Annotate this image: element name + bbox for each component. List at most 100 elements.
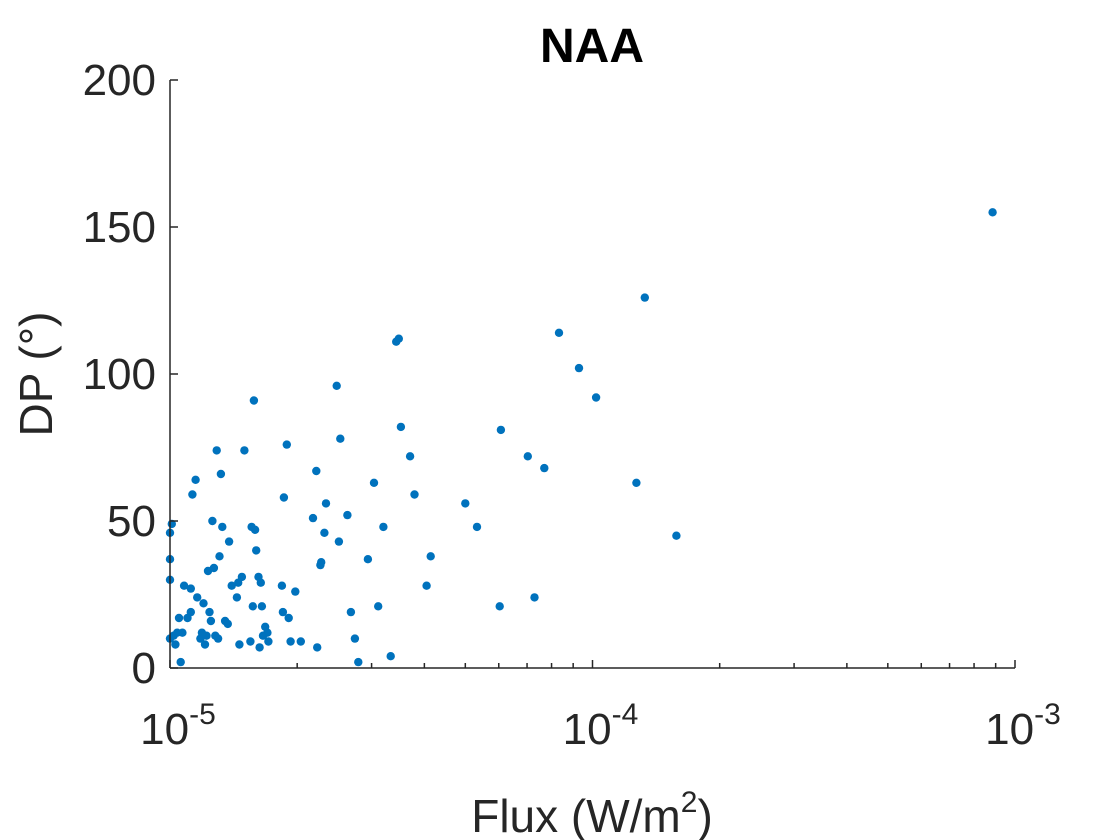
data-point [354,657,363,667]
x-tick-exponent: -4 [612,698,639,731]
data-point [188,490,197,499]
data-point [422,581,431,590]
data-point [523,452,532,461]
data-point [215,552,224,561]
data-point [426,552,435,561]
data-point [212,446,221,455]
data-point [249,396,259,405]
y-tick-label: 0 [132,644,156,693]
y-tick-label: 150 [83,203,156,252]
y-tick-label: 200 [83,56,156,105]
data-point [223,619,232,629]
data-point [410,490,419,499]
data-point [394,334,403,343]
data-point [284,613,293,623]
data-point [257,602,267,611]
data-point [193,593,202,602]
data-point [213,634,223,643]
data-point [227,581,236,590]
data-point [202,631,211,640]
data-point [286,637,295,646]
data-point [232,593,242,602]
x-axis-ticks: 10-5 10-4 10-3 [140,660,1061,754]
data-point [672,531,681,540]
data-point [988,208,997,217]
data-point [540,463,549,473]
data-point [308,513,318,523]
y-tick-label: 50 [107,497,156,546]
data-point [554,328,564,337]
data-point [218,522,227,532]
x-tick-exponent: -5 [189,698,216,731]
data-point [255,643,264,652]
x-tick-label: 10-3 [985,698,1061,754]
data-point [530,593,539,602]
data-point [320,528,329,537]
x-tick-base: 10 [563,705,612,754]
data-point [461,499,470,508]
data-point [632,478,641,487]
data-point [224,537,234,546]
data-point [496,425,506,435]
x-tick-base: 10 [985,705,1034,754]
data-point [256,578,265,587]
data-point [317,558,326,567]
x-axis-title: Flux (W/m2) [471,786,713,840]
x-tick-base: 10 [140,705,189,754]
data-point [174,613,184,623]
data-point [332,381,341,390]
data-point [291,587,300,596]
data-point [386,652,395,661]
x-axis-title-main: Flux (W/m [471,790,681,840]
data-point [277,581,287,590]
data-point [179,581,189,590]
data-point [591,393,601,402]
data-point [178,628,187,637]
data-point [263,628,272,637]
data-point [209,563,219,573]
data-point [472,522,482,532]
data-point [396,422,406,432]
x-tick-label: 10-4 [563,698,639,754]
data-point [278,607,288,617]
data-point [313,643,322,652]
data-point [379,522,388,532]
data-point [205,607,214,617]
y-axis-ticks: 0 50 100 150 200 [83,56,178,693]
data-points [165,208,997,667]
chart-title: NAA [540,20,644,73]
x-tick-label: 10-5 [140,698,216,754]
data-point [216,469,226,479]
data-point [252,546,261,555]
x-axis-title-suffix: ) [697,790,712,840]
data-point [350,634,360,643]
x-axis-title-sup: 2 [681,786,698,819]
data-point [186,607,195,617]
data-point [321,499,331,508]
data-point [250,525,260,534]
data-point [235,640,244,649]
data-point [574,363,584,373]
data-point [246,637,255,646]
x-tick-exponent: -3 [1034,698,1061,731]
data-point [343,510,352,520]
data-point [176,657,185,667]
data-point [374,602,383,611]
data-point [279,493,289,502]
data-point [640,293,649,302]
data-point [336,434,345,443]
data-point [199,599,208,608]
data-point [495,602,504,611]
data-point [186,584,195,593]
data-point [240,446,249,455]
data-point [363,555,373,564]
data-point [200,640,210,649]
data-point [346,607,356,617]
data-point [369,478,379,487]
data-point [312,466,321,476]
data-point [296,637,305,646]
y-axis-title: DP (°) [10,312,62,437]
data-point [208,516,217,526]
data-point [405,452,415,461]
